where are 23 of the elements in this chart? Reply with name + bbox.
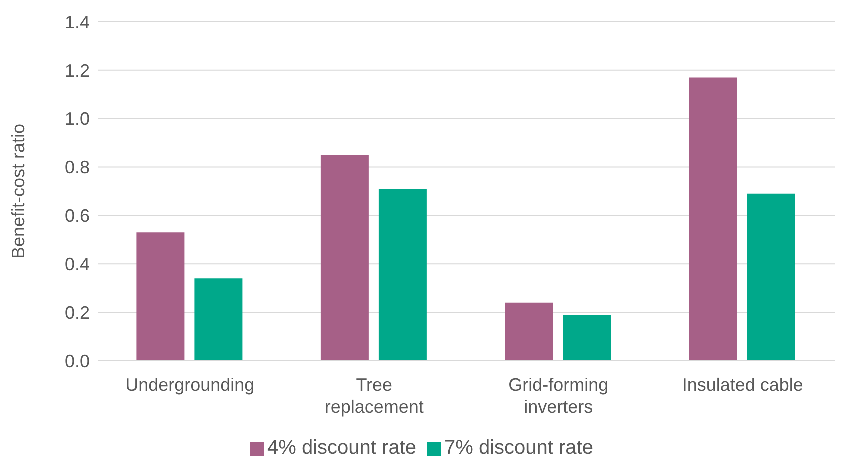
- legend-label: 4% discount rate: [268, 437, 416, 459]
- bar: [505, 302, 554, 361]
- y-tick-label: 0.8: [64, 158, 90, 178]
- y-tick-label: 1.0: [64, 109, 90, 130]
- legend-label: 7% discount rate: [444, 437, 594, 459]
- y-tick-label: 0.0: [64, 351, 90, 372]
- y-axis-title: Benefit-cost ratio: [8, 124, 28, 260]
- x-tick-label: Grid-forming inverters: [508, 375, 609, 417]
- y-tick-label: 0.6: [64, 206, 90, 226]
- y-tick-label: 1.4: [64, 12, 90, 32]
- x-tick-label: Undergrounding: [126, 375, 255, 395]
- bar: [194, 278, 243, 361]
- y-tick-label: 0.4: [64, 254, 90, 275]
- bar: [378, 189, 427, 361]
- bar: [563, 314, 612, 361]
- x-tick-label: Insulated cable: [682, 375, 804, 395]
- bar: [136, 232, 185, 361]
- y-tick-label: 0.2: [64, 302, 90, 323]
- bar: [320, 155, 369, 361]
- y-tick-label: 1.2: [64, 60, 90, 81]
- bar: [689, 78, 738, 361]
- bar: [747, 194, 796, 361]
- x-tick-label: Tree replacement: [324, 375, 424, 417]
